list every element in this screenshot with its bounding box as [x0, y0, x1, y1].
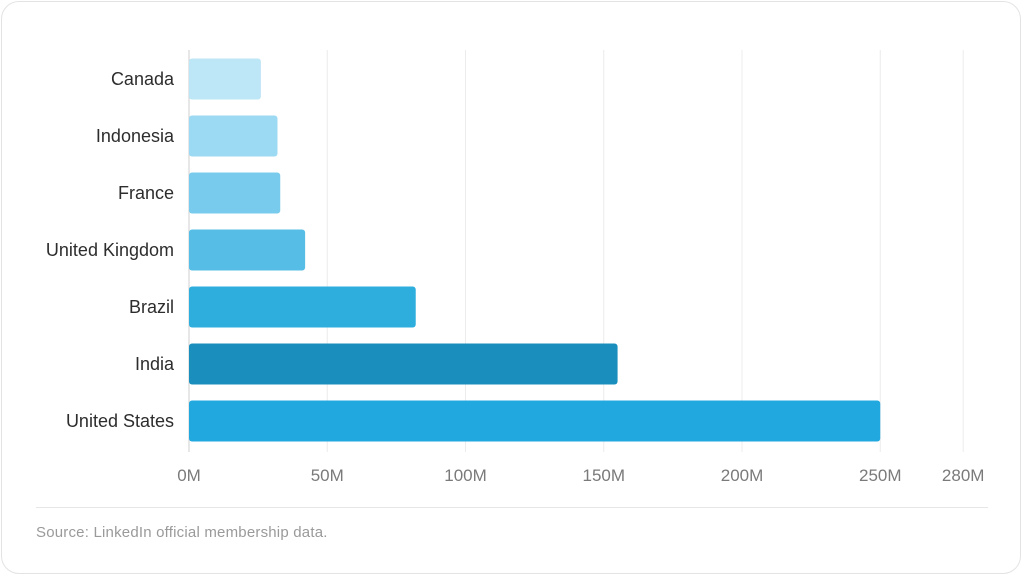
footer-divider [36, 507, 988, 508]
bar-india [189, 343, 618, 385]
x-tick-150m: 150M [582, 466, 625, 485]
x-tick-100m: 100M [444, 466, 487, 485]
bar-canada [189, 58, 261, 100]
category-label-brazil: Brazil [129, 297, 174, 317]
bar-united-kingdom [189, 229, 306, 271]
category-label-india: India [135, 354, 175, 374]
x-tick-280m: 280M [942, 466, 985, 485]
bars [189, 58, 881, 442]
x-tick-0m: 0M [177, 466, 201, 485]
source-note: Source: LinkedIn official membership dat… [36, 524, 328, 541]
category-label-united-kingdom: United Kingdom [46, 240, 174, 260]
x-tick-250m: 250M [859, 466, 902, 485]
x-tick-50m: 50M [311, 466, 344, 485]
category-label-indonesia: Indonesia [96, 126, 175, 146]
bar-france [189, 172, 281, 214]
category-label-united-states: United States [66, 411, 174, 431]
category-label-france: France [118, 183, 174, 203]
x-tick-200m: 200M [721, 466, 764, 485]
bar-brazil [189, 286, 416, 328]
category-label-canada: Canada [111, 69, 175, 89]
bar-united-states [189, 400, 881, 442]
x-axis-ticks: 0M 50M 100M 150M 200M 250M 280M [177, 466, 984, 485]
category-labels: Canada Indonesia France United Kingdom Brazi… [46, 69, 175, 431]
bar-indonesia [189, 115, 278, 157]
grid-lines [188, 50, 964, 452]
